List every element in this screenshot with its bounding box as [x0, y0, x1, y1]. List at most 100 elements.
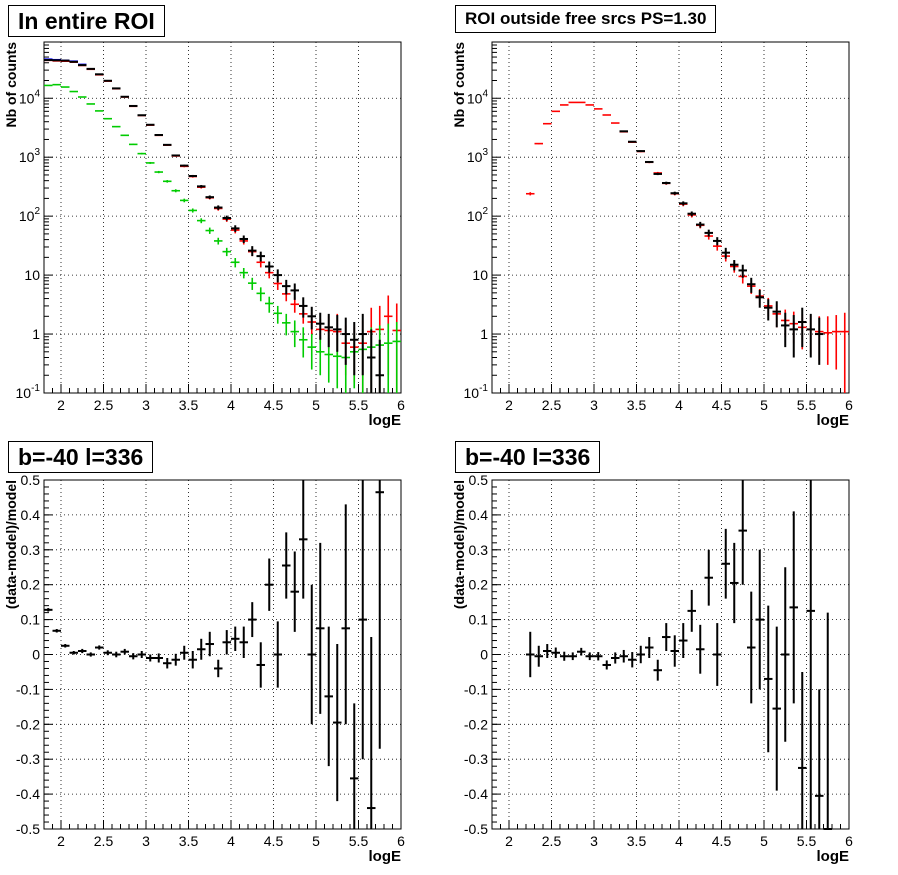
x-tick-label: 2 — [505, 833, 513, 849]
data-point — [239, 235, 248, 244]
data-point — [704, 549, 713, 606]
y-tick-label: 0 — [32, 647, 40, 663]
data-point — [713, 623, 722, 686]
data-point — [687, 589, 696, 632]
plot-frame — [43, 479, 402, 830]
data-point — [120, 134, 129, 137]
data-point — [205, 227, 214, 234]
plot-panel-3: 2 2.5 3 3.5 4 4.5 5 5.5 6 -0.5 -0.4 -0.3 -0.2 -0.1 0 0.… — [3, 472, 405, 865]
data-point — [568, 101, 577, 104]
panel4-title: b=-40 l=336 — [455, 441, 601, 473]
data-point — [628, 652, 637, 668]
y-tick-label: -0.5 — [16, 821, 40, 837]
data-point — [61, 644, 70, 648]
data-point — [358, 480, 367, 760]
data-point — [815, 317, 824, 365]
data-point — [543, 122, 552, 125]
data-point — [747, 277, 756, 293]
y-tick-label: -0.3 — [464, 751, 488, 767]
data-point — [534, 142, 543, 145]
y-tick-label: 0.3 — [21, 542, 41, 558]
data-point — [375, 339, 384, 393]
data-point — [789, 315, 798, 358]
data-point — [205, 195, 214, 199]
data-point — [69, 90, 78, 93]
data-point — [645, 637, 654, 658]
data-point — [392, 322, 401, 393]
data-point — [180, 645, 189, 660]
x-tick-label: 3 — [142, 833, 150, 849]
data-point — [103, 650, 112, 656]
series-2 — [619, 130, 824, 365]
data-point — [273, 621, 282, 688]
data-point — [384, 323, 393, 393]
y-tick-label: 0.5 — [21, 472, 41, 488]
x-tick-label: 6 — [845, 397, 853, 413]
data-point — [112, 651, 121, 658]
data-point — [738, 264, 747, 278]
y-tick-label: 0.1 — [469, 612, 489, 628]
data-point — [222, 630, 231, 655]
plot-frame — [491, 41, 850, 394]
y-tick-label: -0.2 — [464, 716, 488, 732]
data-point — [290, 551, 299, 632]
data-point — [188, 174, 197, 178]
data-point — [679, 623, 688, 658]
data-point — [316, 336, 325, 376]
data-point — [619, 649, 628, 663]
data-point — [815, 689, 824, 829]
data-point — [69, 651, 78, 655]
data-point — [222, 215, 231, 221]
data-point — [95, 110, 104, 112]
data-point — [568, 652, 577, 661]
series-1 — [44, 480, 384, 829]
data-point — [823, 612, 832, 830]
data-point — [137, 152, 146, 155]
data-point — [636, 645, 645, 664]
plot-frame — [491, 479, 850, 830]
data-point — [188, 651, 197, 669]
data-point — [543, 644, 552, 658]
data-point — [248, 602, 257, 638]
x-tick-label: 5 — [312, 397, 320, 413]
data-point — [653, 659, 662, 681]
data-point — [772, 301, 781, 328]
data-point — [602, 660, 611, 670]
data-point — [273, 269, 282, 283]
data-point — [129, 143, 138, 146]
y-axis-label: (data-model)/model — [3, 480, 19, 609]
x-tick-label: 4 — [675, 833, 683, 849]
plot-panel-1: 2 2.5 3 3.5 4 4.5 5 5.5 6 10-1 1 10 102 103 104 logE Nb … — [3, 41, 405, 429]
data-point — [840, 312, 849, 393]
data-point — [154, 170, 163, 174]
data-point — [171, 653, 180, 666]
data-point — [704, 229, 713, 237]
data-point — [307, 584, 316, 725]
data-point — [764, 605, 773, 753]
data-point — [806, 313, 815, 358]
data-point — [44, 608, 53, 612]
data-point — [282, 532, 291, 599]
data-point — [341, 317, 350, 365]
data-point — [738, 480, 747, 585]
data-point — [662, 181, 671, 185]
x-tick-label: 3.5 — [627, 833, 647, 849]
y-tick-label: 102 — [467, 206, 489, 224]
data-point — [375, 480, 384, 749]
data-point — [324, 626, 333, 767]
data-point — [721, 528, 730, 599]
data-point — [696, 221, 705, 228]
data-point — [273, 305, 282, 324]
data-point — [358, 313, 367, 376]
data-point — [341, 504, 350, 725]
y-tick-label: 10-1 — [464, 383, 489, 401]
data-point — [611, 122, 620, 124]
data-point — [231, 258, 240, 268]
data-point — [832, 315, 841, 370]
x-tick-label: 5 — [760, 397, 768, 413]
data-point — [290, 297, 299, 313]
data-point — [154, 134, 163, 137]
data-point — [307, 334, 316, 370]
data-point — [95, 645, 104, 650]
data-point — [248, 277, 257, 290]
